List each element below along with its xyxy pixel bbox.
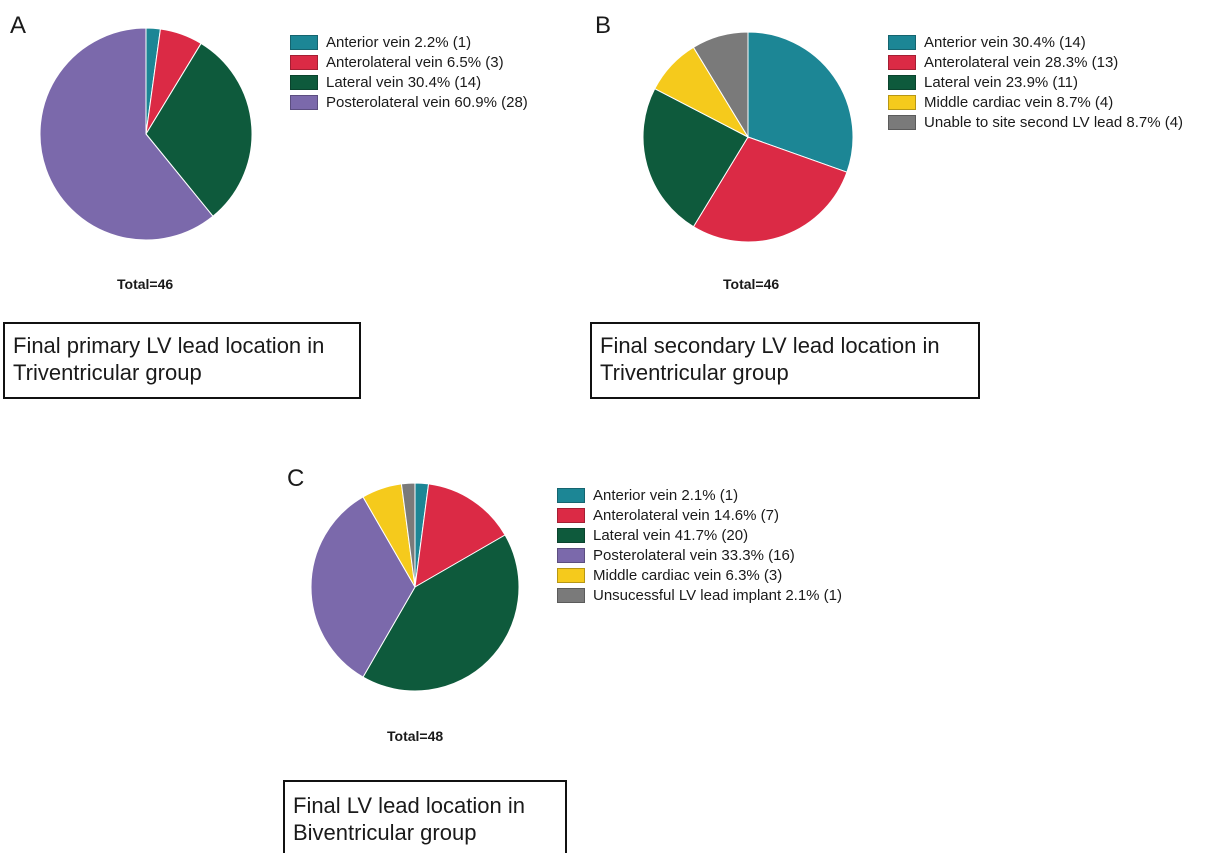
panel-a-letter: A: [10, 12, 27, 39]
panel-b-pie-chart: [642, 31, 854, 243]
panel-c-legend: Anterior vein 2.1% (1) Anterolateral vein…: [557, 485, 842, 605]
panel-a-pie-chart: [39, 27, 253, 241]
panel-a-legend-label-1: Anterolateral vein 6.5% (3): [326, 53, 504, 71]
panel-a-legend-label-0: Anterior vein 2.2% (1): [326, 33, 472, 51]
panel-c-pie-slice-1: [414, 483, 506, 588]
panel-a-caption-box: Final primary LV lead location in Triven…: [3, 322, 361, 399]
panel-b-legend: Anterior vein 30.4% (14) Anterolateral ve…: [888, 32, 1183, 132]
panel-b-legend-swatch-0: [888, 34, 916, 50]
panel-c-legend-swatch-1: [557, 507, 585, 523]
panel-b-legend-label-2: Lateral vein 23.9% (11): [924, 73, 1078, 91]
panel-b-pie-slice-0: [747, 31, 854, 173]
panel-c-caption-line-2: Biventricular group: [293, 820, 477, 845]
panel-c-legend-label-3: Posterolateral vein 33.3% (16): [593, 546, 795, 564]
panel-a-pie-slice-2: [145, 42, 253, 217]
panel-c-legend-item-3: Posterolateral vein 33.3% (16): [557, 545, 842, 565]
panel-c-total: Total=48: [387, 728, 444, 744]
panel-c-legend-label-2: Lateral vein 41.7% (20): [593, 526, 749, 544]
panel-a-legend-item-2: Lateral vein 30.4% (14): [290, 72, 528, 92]
panel-a-legend-swatch-1: [290, 54, 318, 70]
panel-c-pie-slice-5: [400, 482, 416, 588]
panel-a-total: Total=46: [117, 276, 174, 292]
panel-b-legend-label-0: Anterior vein 30.4% (14): [924, 33, 1086, 51]
panel-b-legend-item-3: Middle cardiac vein 8.7% (4): [888, 92, 1183, 112]
panel-a-legend-swatch-2: [290, 74, 318, 90]
panel-b-legend-swatch-2: [888, 74, 916, 90]
panel-b-letter: B: [595, 12, 612, 39]
panel-a-legend-label-2: Lateral vein 30.4% (14): [326, 73, 482, 91]
panel-c-legend-swatch-5: [557, 587, 585, 603]
panel-c-legend-label-1: Anterolateral vein 14.6% (7): [593, 506, 779, 524]
panel-c-legend-label-5: Unsucessful LV lead implant 2.1% (1): [593, 586, 843, 604]
panel-c-legend-swatch-2: [557, 527, 585, 543]
panel-a-legend-swatch-3: [290, 94, 318, 110]
panel-b-total: Total=46: [723, 276, 780, 292]
panel-b-legend-item-0: Anterior vein 30.4% (14): [888, 32, 1183, 52]
panel-a-legend-label-3: Posterolateral vein 60.9% (28): [326, 93, 528, 111]
panel-b-pie-slice-4: [692, 31, 749, 139]
panel-b-legend-item-4: Unable to site second LV lead 8.7% (4): [888, 112, 1183, 132]
panel-b-caption-line-1: Final secondary LV lead location in: [600, 333, 940, 358]
panel-c-legend-swatch-4: [557, 567, 585, 583]
panel-c-pie-slice-2: [362, 534, 520, 692]
panel-b-legend-label-1: Anterolateral vein 28.3% (13): [924, 53, 1119, 71]
panel-a-legend-item-0: Anterior vein 2.2% (1): [290, 32, 528, 52]
panel-a-caption-line-2: Triventricular group: [13, 360, 202, 385]
panel-c-caption-box: Final LV lead location in Biventricular …: [283, 780, 567, 853]
panel-b-caption-box: Final secondary LV lead location in Triv…: [590, 322, 980, 399]
panel-c-legend-item-0: Anterior vein 2.1% (1): [557, 485, 842, 505]
panel-b-legend-label-4: Unable to site second LV lead 8.7% (4): [924, 113, 1184, 131]
panel-c-legend-item-2: Lateral vein 41.7% (20): [557, 525, 842, 545]
panel-a-pie-slice-3: [39, 27, 214, 241]
panel-a-legend-swatch-0: [290, 34, 318, 50]
panel-c-letter: C: [287, 465, 305, 492]
panel-b-legend-swatch-1: [888, 54, 916, 70]
panel-c-legend-label-0: Anterior vein 2.1% (1): [593, 486, 739, 504]
panel-b-legend-swatch-4: [888, 114, 916, 130]
panel-c-legend-swatch-3: [557, 547, 585, 563]
panel-a-legend-item-3: Posterolateral vein 60.9% (28): [290, 92, 528, 112]
panel-c-legend-label-4: Middle cardiac vein 6.3% (3): [593, 566, 783, 584]
panel-a-legend-item-1: Anterolateral vein 6.5% (3): [290, 52, 528, 72]
panel-c-legend-swatch-0: [557, 487, 585, 503]
panel-c-pie-chart: [310, 482, 520, 692]
panel-c-legend-item-1: Anterolateral vein 14.6% (7): [557, 505, 842, 525]
panel-b-legend-swatch-3: [888, 94, 916, 110]
panel-c-legend-item-4: Middle cardiac vein 6.3% (3): [557, 565, 842, 585]
panel-c-caption-line-1: Final LV lead location in: [293, 793, 525, 818]
panel-b-caption-line-2: Triventricular group: [600, 360, 789, 385]
panel-b-legend-item-2: Lateral vein 23.9% (11): [888, 72, 1183, 92]
panel-c-legend-item-5: Unsucessful LV lead implant 2.1% (1): [557, 585, 842, 605]
panel-b-legend-item-1: Anterolateral vein 28.3% (13): [888, 52, 1183, 72]
panel-a-legend: Anterior vein 2.2% (1) Anterolateral vein…: [290, 32, 528, 112]
panel-a-caption-line-1: Final primary LV lead location in: [13, 333, 325, 358]
panel-b-pie-slice-2: [642, 88, 749, 228]
panel-b-legend-label-3: Middle cardiac vein 8.7% (4): [924, 93, 1114, 111]
panel-b-pie-slice-1: [692, 136, 848, 243]
